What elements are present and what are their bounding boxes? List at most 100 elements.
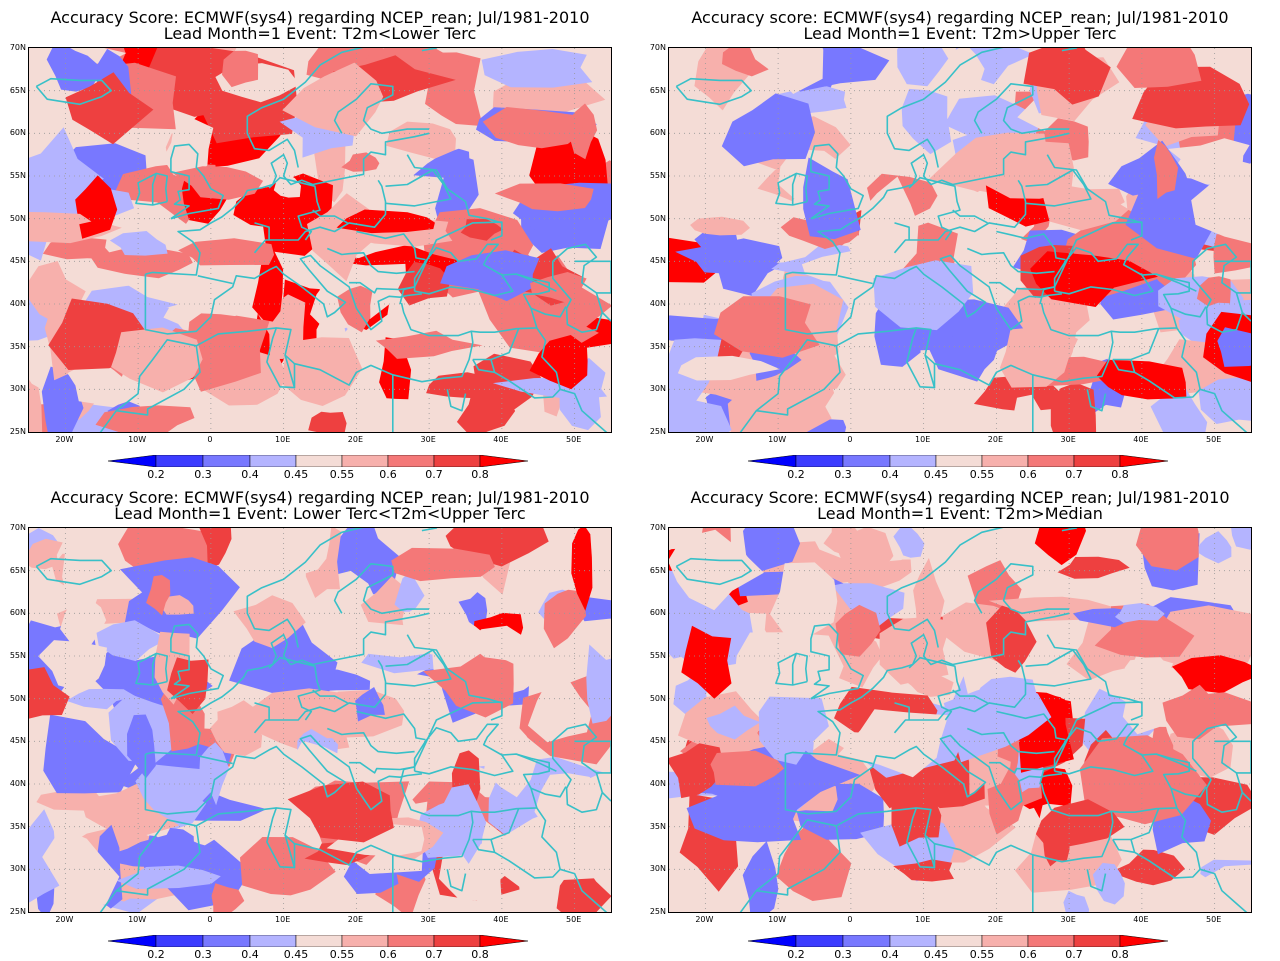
contour-region	[240, 837, 336, 896]
contour-region	[669, 397, 732, 432]
coastline	[326, 247, 415, 275]
coastline	[446, 869, 467, 892]
coastline	[1192, 723, 1244, 813]
coastline	[151, 173, 158, 205]
coastline	[1053, 243, 1154, 297]
contour-region	[211, 883, 245, 912]
colorbar-label: 0.55	[329, 948, 355, 961]
colorbar-label: 0.45	[283, 948, 309, 961]
contour-region	[38, 640, 108, 692]
contour-region	[891, 778, 942, 847]
coastline	[996, 710, 1066, 741]
contour-region	[1135, 528, 1199, 571]
contour-map	[668, 527, 1252, 913]
coastline	[894, 222, 910, 240]
coastline	[1130, 359, 1201, 399]
coastline	[601, 311, 611, 322]
contour-region	[423, 650, 514, 718]
coastline	[1112, 328, 1160, 361]
contour-region	[681, 625, 732, 699]
coastline	[151, 653, 158, 685]
contour-region	[41, 366, 84, 432]
colorbar-label: 0.3	[834, 468, 852, 481]
contour-region	[1092, 862, 1125, 905]
colorbar-label: 0.6	[379, 948, 397, 961]
contour-region	[742, 841, 779, 912]
coastline	[1046, 154, 1143, 224]
coastline	[472, 359, 495, 374]
lon-tick-label: 50E	[1206, 435, 1222, 444]
lat-tick-label: 40N	[9, 299, 26, 308]
colorbar-label: 0.8	[471, 948, 489, 961]
coastline	[785, 132, 1070, 276]
colorbar-graphic	[108, 455, 529, 467]
coastline	[784, 734, 1062, 815]
coastline	[135, 172, 168, 206]
coastline	[1039, 701, 1143, 785]
coastline	[385, 649, 452, 687]
contour-region	[999, 326, 1078, 388]
contour-region	[873, 260, 974, 331]
contour-field	[669, 528, 1251, 912]
coastline	[756, 345, 841, 416]
coastline	[490, 359, 561, 399]
contour-region	[481, 49, 593, 88]
coastline	[775, 172, 808, 206]
colorbar-label: 0.8	[1111, 468, 1129, 481]
coastline	[268, 656, 321, 721]
lat-tick-label: 65N	[649, 565, 666, 575]
lat-tick-label: 45N	[9, 736, 26, 746]
coastline	[1176, 327, 1201, 390]
contour-region	[1195, 864, 1251, 912]
map-panel-upper-tercile: Accuracy score: ECMWF(sys4) regarding NC…	[640, 0, 1280, 481]
lat-tick-label: 30N	[9, 864, 26, 874]
coastline	[837, 755, 873, 765]
coastline	[1214, 260, 1251, 294]
coastline	[966, 727, 1055, 755]
lat-tick-label: 50N	[9, 693, 26, 703]
coastline	[785, 612, 1070, 756]
lat-tick-label: 45N	[9, 256, 26, 266]
lat-tick-label: 30N	[649, 864, 666, 874]
lon-tick-label: 20W	[55, 915, 74, 924]
contour-region	[530, 272, 587, 303]
colorbar-label: 0.2	[147, 948, 165, 961]
contour-region	[948, 48, 985, 95]
colorbar-label: 0.7	[1065, 948, 1083, 961]
coastline	[471, 753, 550, 813]
lat-tick-label: 50N	[649, 213, 666, 223]
coastline	[116, 825, 201, 896]
lon-tick-label: 50E	[566, 435, 582, 444]
lat-tick-label: 70N	[649, 43, 666, 52]
contour-region	[669, 529, 764, 611]
lon-tick-label: 10E	[915, 915, 931, 924]
contour-region	[901, 88, 952, 155]
coastline	[1130, 839, 1201, 879]
lon-tick-label: 10W	[128, 435, 147, 444]
lat-tick-label: 50N	[9, 213, 26, 223]
coastline	[908, 176, 961, 241]
lon-tick-label: 20E	[347, 435, 363, 444]
colorbar-label: 0.6	[379, 468, 397, 481]
coastline	[356, 230, 426, 261]
lat-tick-label: 40N	[9, 779, 26, 788]
lat-tick-label: 25N	[649, 427, 666, 436]
coastline	[349, 761, 415, 774]
contour-region	[438, 148, 470, 185]
colorbar-label: 0.3	[194, 948, 212, 961]
coastline	[1053, 723, 1154, 777]
coastline	[739, 782, 1114, 912]
coastline	[756, 825, 841, 896]
lat-tick-label: 30N	[649, 384, 666, 394]
contour-region	[394, 571, 425, 612]
contour-field	[669, 48, 1251, 432]
contour-region	[162, 827, 195, 878]
map-panel-lower-tercile: Accuracy Score: ECMWF(sys4) regarding NC…	[0, 0, 640, 481]
lon-tick-label: 20W	[55, 435, 74, 444]
coastline	[1199, 388, 1248, 432]
contour-map	[28, 47, 612, 433]
contour-region	[337, 285, 373, 333]
panel-subtitle: Lead Month=1 Event: T2m>Upper Terc	[803, 24, 1117, 43]
coastline	[197, 755, 233, 765]
lon-tick-label: 30E	[420, 435, 436, 444]
